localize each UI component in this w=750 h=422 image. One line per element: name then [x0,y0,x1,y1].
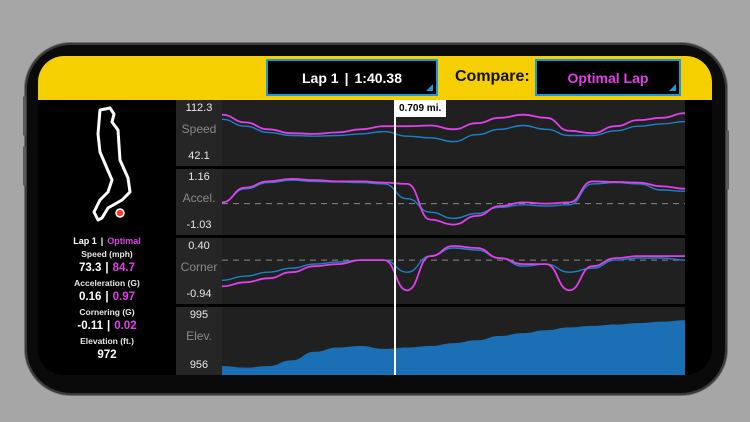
phone-side-button [23,96,26,136]
corner-axis: 0.40 Corner -0.94 [176,238,222,304]
phone-side-button [726,130,729,190]
app-screen: Lap 1 | 1:40.38 Compare: Optimal Lap Lap… [38,56,712,375]
right-edge [685,100,712,375]
series-lap1 [222,118,685,143]
series-elev [222,320,685,375]
series-optimal [222,245,685,292]
accel-lap: 0.16 [79,291,102,303]
accel-chart [222,177,685,226]
compare-label: Compare: [455,68,530,85]
lap-selector[interactable]: Lap 1 | 1:40.38 [266,59,438,96]
stats-list: Lap 1 | Optimal Speed (mph) 73.3 | 84.7 Acce… [38,234,176,364]
corner-chart [222,245,685,292]
position-cursor[interactable] [394,100,396,375]
elev-name: Elev. [186,329,212,343]
compare-selector[interactable]: Optimal Lap [535,59,681,96]
corner-caption: Cornering (G) [79,307,135,317]
chart-panels: 112.3 Speed 42.1 1.16 Accel. -1.03 0.40 … [176,100,685,375]
speed-min: 42.1 [188,150,210,162]
elev-chart [222,320,685,375]
dropdown-corner-icon [426,84,433,91]
position-marker [115,208,125,218]
accel-panel: 1.16 Accel. -1.03 [176,169,685,235]
speed-panel: 112.3 Speed 42.1 [176,100,685,166]
speed-lap: 73.3 [79,262,102,274]
corner-optimal: 0.02 [114,320,137,332]
speed-caption: Speed (mph) [81,249,133,259]
legend-lap: Lap 1 [73,236,97,246]
elev-axis: 995 Elev. 956 [176,307,222,375]
accel-axis: 1.16 Accel. -1.03 [176,169,222,235]
elev-min: 956 [189,359,209,371]
series-lap1 [222,247,685,281]
elev-caption: Elevation (ft.) [80,336,134,346]
info-panel: Lap 1 | Optimal Speed (mph) 73.3 | 84.7 Acce… [38,100,176,375]
corner-plot[interactable] [222,238,685,304]
lap-label: Lap 1 [302,69,339,86]
speed-axis: 112.3 Speed 42.1 [176,100,222,166]
speed-chart [222,112,685,143]
series-optimal [222,177,685,226]
separator: | [105,262,109,274]
corner-panel: 0.40 Corner -0.94 [176,238,685,304]
series-lap1 [222,179,685,220]
compare-value: Optimal Lap [567,69,649,86]
elev-max: 995 [189,309,209,321]
legend-optimal: Optimal [107,236,141,246]
accel-name: Accel. [182,191,216,205]
speed-optimal: 84.7 [112,262,135,274]
accel-values: 0.16 | 0.97 [38,289,176,306]
elev-plot[interactable] [222,307,685,375]
elev-panel: 995 Elev. 956 [176,307,685,375]
elev-value: 972 [97,349,117,361]
separator: | [106,320,111,332]
speed-values: 73.3 | 84.7 [38,260,176,277]
track-outline [92,106,132,222]
corner-name: Corner [180,260,218,274]
top-bar: Lap 1 | 1:40.38 Compare: Optimal Lap [38,56,712,100]
corner-lap: -0.11 [77,320,103,332]
accel-optimal: 0.97 [112,291,135,303]
series-optimal [222,112,685,135]
corner-min: -0.94 [186,288,212,300]
corner-max: 0.40 [188,240,210,252]
accel-plot[interactable] [222,169,685,235]
legend: Lap 1 | Optimal [38,234,176,248]
dropdown-corner-icon [669,84,676,91]
lap-time: 1:40.38 [354,69,402,86]
accel-min: -1.03 [186,219,212,231]
speed-name: Speed [181,122,217,136]
phone-side-button [23,146,26,186]
separator: | [344,69,349,86]
speed-plot[interactable] [222,100,685,166]
speed-max: 112.3 [185,102,213,114]
separator: | [100,236,104,246]
distance-readout: 0.709 mi. [396,100,447,117]
track-map[interactable] [38,100,176,230]
accel-caption: Acceleration (G) [74,278,140,288]
accel-max: 1.16 [188,171,210,183]
separator: | [105,291,109,303]
corner-values: -0.11 | 0.02 [38,318,176,335]
